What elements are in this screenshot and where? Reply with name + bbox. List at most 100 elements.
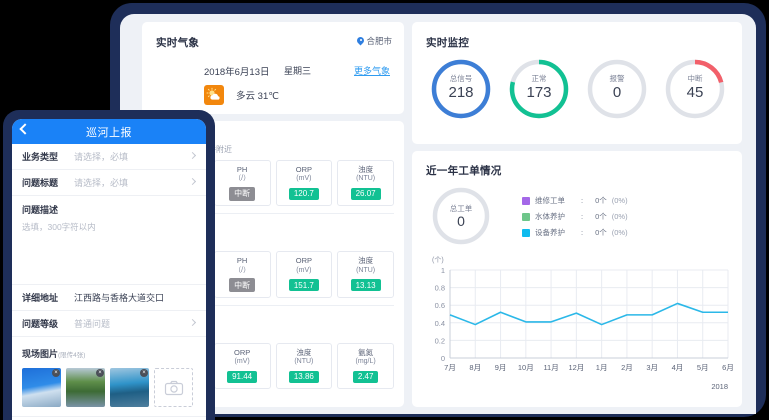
field-issue-level[interactable]: 问题等级 普通问题 [12, 311, 206, 337]
metric-name: ORP [295, 165, 312, 174]
metric-value: 13.86 [288, 370, 319, 383]
legend-count: 0个 [595, 196, 607, 205]
chart-x-tick: 11月 [543, 363, 558, 372]
field-custom-1[interactable]: 自定义字段1 必填，限50字符以内 [12, 417, 206, 420]
donut-value: 173 [526, 84, 552, 101]
metric-card: 氨氮 (mg/L) 2.47 [337, 342, 394, 390]
photo-thumbnail[interactable]: × [66, 368, 105, 407]
description-textarea-space[interactable] [22, 233, 196, 275]
metric-value: 26.07 [350, 187, 381, 200]
delete-icon[interactable]: × [140, 369, 148, 377]
weather-location[interactable]: 合肥市 [357, 35, 392, 47]
photos-header: 现场图片(限传4张) [22, 344, 196, 362]
donut-label: 中断 [687, 74, 703, 83]
chart-y-tick: 0.6 [435, 301, 445, 310]
chevron-right-icon [188, 151, 197, 160]
chart-x-tick: 10月 [518, 363, 534, 372]
field-address-label: 详细地址 [22, 293, 59, 303]
chart-x-tick: 3月 [646, 363, 658, 372]
chevron-right-icon [188, 318, 197, 327]
add-photo-button[interactable] [154, 368, 193, 407]
legend-row[interactable]: 设备养护: 0个 (0%) [522, 227, 628, 238]
donut-label: 正常 [531, 74, 547, 83]
metric-value: 中断 [229, 186, 256, 201]
legend-colon: : [581, 196, 584, 205]
metric-value: 2.47 [352, 370, 379, 383]
dashboard-screen: 实时气象 合肥市 2018年6月13日 星期三 更多气象 [120, 14, 756, 414]
legend-row[interactable]: 水体养护: 0个 (0%) [522, 211, 628, 222]
field-site-photos: 现场图片(限传4张) × × × [12, 337, 206, 417]
field-address-value: 江西路与香格大道交口 [74, 293, 165, 303]
metric-unit: (mg/L) [355, 358, 376, 366]
metric-name: ORP [233, 347, 251, 357]
monitor-donut: 总信号 218 [428, 56, 494, 122]
weather-condition-text: 多云 [236, 91, 256, 102]
chart-x-tick: 1月 [596, 363, 608, 372]
photo-thumbnail[interactable]: × [110, 368, 149, 407]
chart-y-tick: 0.8 [435, 284, 445, 293]
chevron-right-icon [188, 177, 197, 186]
metric-value: 120.7 [288, 187, 319, 200]
legend-count: 0个 [595, 228, 607, 237]
chart-x-tick: 9月 [495, 363, 507, 372]
delete-icon[interactable]: × [96, 369, 104, 377]
chart-canvas: 0 0.2 0.4 0.6 0.8 1 7月 8月 9月 10月 11月 12月 1月 2月 3月 4月 5月 6… [435, 266, 734, 372]
chart-unit-label: (个) [432, 257, 444, 264]
metric-card: ORP (mV) 91.44 [213, 342, 271, 390]
photo-thumbnail[interactable]: × [22, 368, 61, 407]
metric-value: 13.13 [350, 279, 381, 292]
chart-series-line [449, 302, 728, 326]
metric-name: 浊度 [296, 347, 312, 357]
metric-name: 氨氮 [358, 347, 374, 357]
camera-icon [164, 380, 183, 395]
field-issue-title-label: 问题标题 [22, 178, 59, 188]
photo-thumbnail-row: × × × [22, 368, 196, 407]
back-chevron-icon[interactable] [19, 123, 31, 135]
weather-date: 2018年6月13日 [204, 67, 270, 78]
photos-hint: (限传4张) [58, 352, 86, 359]
mobile-screen: 巡河上报 业务类型 请选择，必填 问题标题 请选择，必填 问题描述 选填，300… [12, 119, 206, 420]
monitor-donut-row: 总信号 218 正常 173 报警 0 中断 45 [422, 56, 734, 122]
workorder-card: 近一年工单情况 总工单 0 维修工单:0个 (0%) 水体养护:0个 (0%) 设备养护… [412, 151, 742, 407]
chart-x-tick: 8月 [469, 363, 481, 372]
workorder-total-value: 0 [457, 213, 465, 229]
metric-unit: (mV) [234, 358, 250, 366]
legend-colon: : [581, 228, 584, 237]
metric-unit: (NTU) [356, 266, 376, 274]
metric-unit: （/） [234, 175, 251, 183]
workorder-line-chart: (个) 0 0.2 0.4 0.6 0.8 1 7月 8月 9月 10月 11月 12月 1月 2月 3月 4… [424, 255, 734, 391]
delete-icon[interactable]: × [52, 369, 60, 377]
mobile-phone-overlay: 巡河上报 业务类型 请选择，必填 问题标题 请选择，必填 问题描述 选填，300… [3, 110, 215, 420]
legend-row[interactable]: 维修工单: 0个 (0%) [522, 195, 628, 206]
field-issue-description[interactable]: 问题描述 选填，300字符以内 [12, 196, 206, 285]
field-business-type[interactable]: 业务类型 请选择，必填 [12, 144, 206, 170]
weather-weekday: 星期三 [284, 66, 312, 76]
legend-percent: (0%) [611, 196, 628, 205]
chart-x-tick: 12月 [568, 363, 584, 372]
chart-y-tick: 0.4 [435, 319, 445, 328]
workorder-total-label: 总工单 [449, 204, 473, 213]
sun-cloud-icon [204, 85, 224, 105]
metric-card: ORP (mV) 120.7 [275, 160, 333, 207]
field-issue-description-placeholder: 选填，300字符以内 [22, 222, 96, 232]
photos-label: 现场图片 [22, 349, 59, 359]
legend-name: 维修工单 [535, 196, 565, 205]
workorder-total-donut: 总工单 0 [430, 185, 492, 247]
metric-card: 浊度 (NTU) 26.07 [337, 160, 394, 207]
donut-value: 45 [686, 84, 704, 101]
workorder-legend: 维修工单: 0个 (0%) 水体养护: 0个 (0%) 设备养护: 0个 (0%) [522, 195, 628, 243]
metric-name: 浊度 [358, 165, 374, 174]
chart-x-tick: 2月 [621, 363, 633, 372]
field-business-type-placeholder: 请选择，必填 [74, 152, 129, 162]
legend-name: 水体养护 [535, 212, 565, 221]
donut-label: 总信号 [449, 74, 473, 83]
more-weather-link[interactable]: 更多气象 [353, 66, 390, 76]
field-issue-title[interactable]: 问题标题 请选择，必填 [12, 170, 206, 196]
metric-card: ORP (mV) 151.7 [275, 251, 333, 298]
divider [152, 213, 394, 215]
location-pin-icon [357, 37, 364, 46]
metric-unit: (mV) [296, 266, 312, 274]
field-address[interactable]: 详细地址 江西路与香格大道交口 [12, 285, 206, 311]
realtime-monitor-card: 实时监控 总信号 218 正常 173 报警 0 中断 45 [412, 22, 742, 144]
